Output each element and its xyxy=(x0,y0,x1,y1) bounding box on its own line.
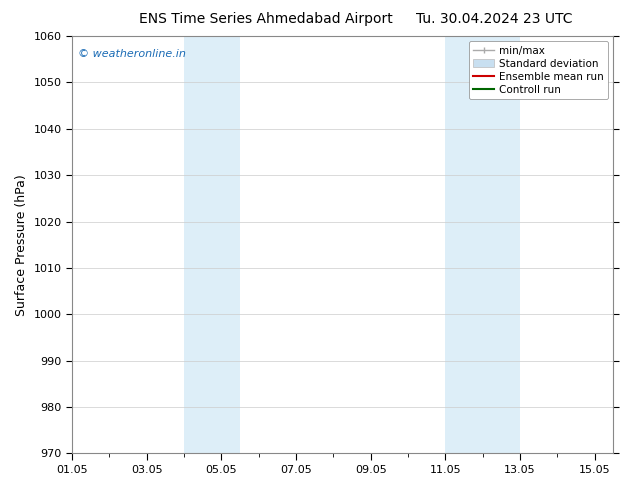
Y-axis label: Surface Pressure (hPa): Surface Pressure (hPa) xyxy=(15,174,28,316)
Text: © weatheronline.in: © weatheronline.in xyxy=(77,49,185,59)
Bar xyxy=(203,36,240,453)
Text: Tu. 30.04.2024 23 UTC: Tu. 30.04.2024 23 UTC xyxy=(417,12,573,26)
Bar xyxy=(482,36,520,453)
Text: ENS Time Series Ahmedabad Airport: ENS Time Series Ahmedabad Airport xyxy=(139,12,393,26)
Legend: min/max, Standard deviation, Ensemble mean run, Controll run: min/max, Standard deviation, Ensemble me… xyxy=(469,41,608,99)
Bar xyxy=(446,36,482,453)
Bar xyxy=(184,36,203,453)
